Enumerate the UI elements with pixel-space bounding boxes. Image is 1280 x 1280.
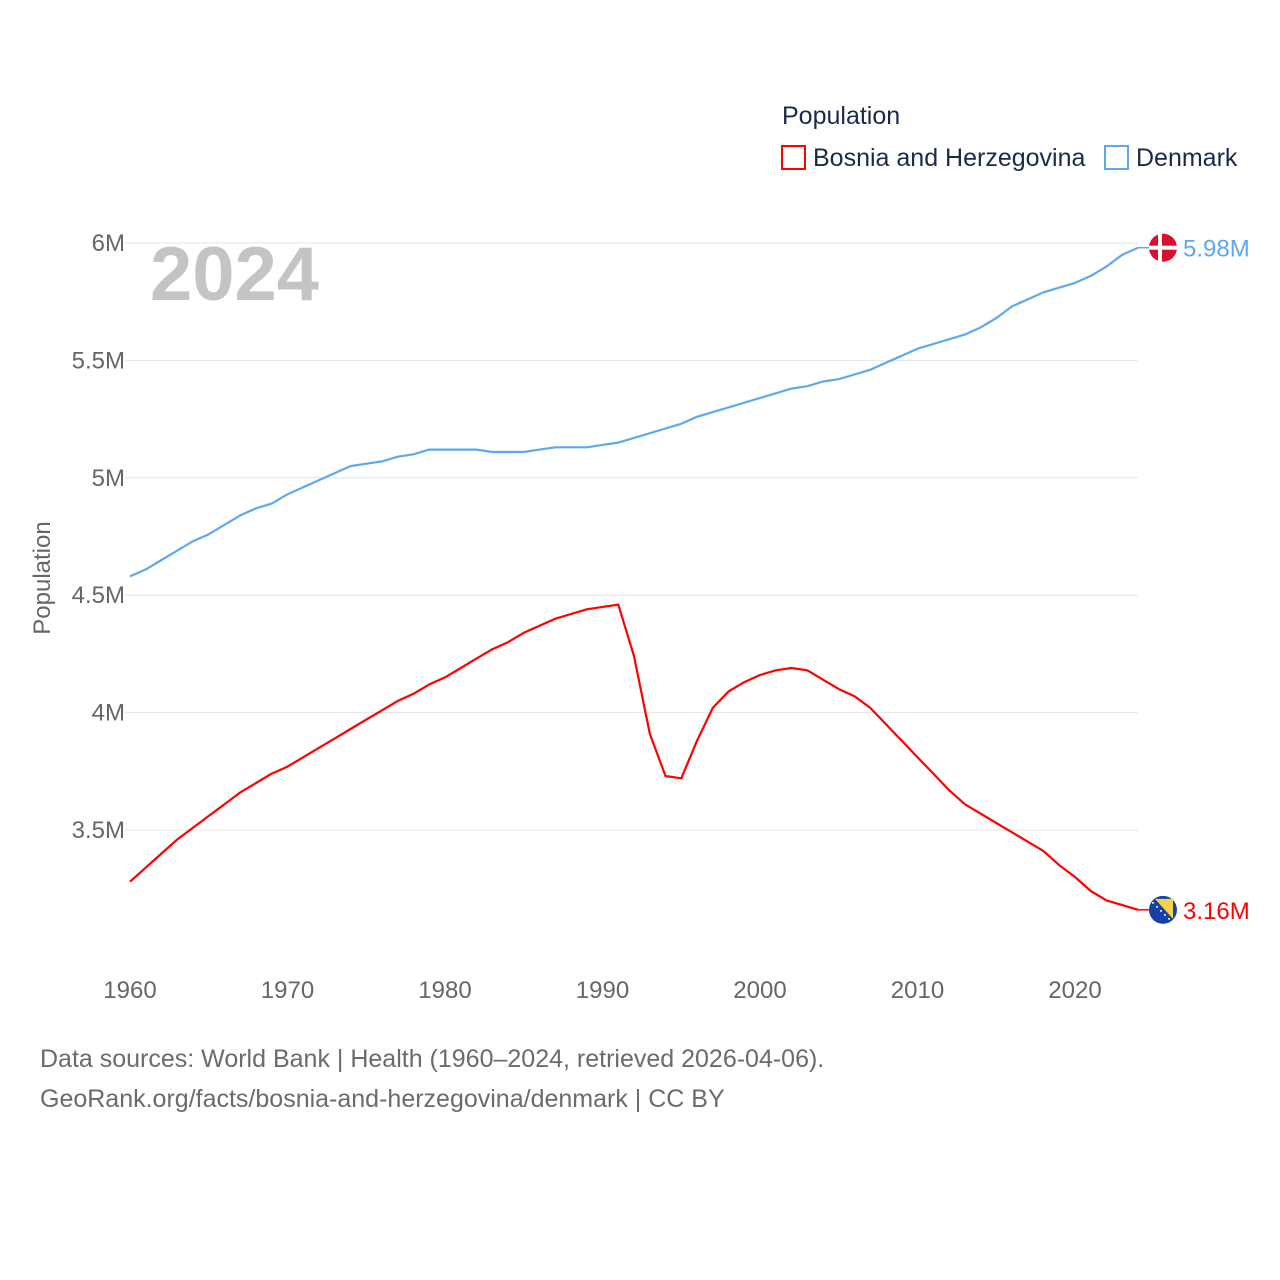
x-tick-label: 2000 — [733, 977, 786, 1004]
source-url-text[interactable]: GeoRank.org/facts/bosnia-and-herzegovina… — [40, 1085, 725, 1113]
legend-swatch — [781, 145, 806, 170]
bosnia-flag-star — [1168, 917, 1170, 920]
series-line-denmark — [129, 246, 1139, 578]
bosnia-flag-star — [1152, 901, 1154, 904]
x-tick-label: 1960 — [103, 977, 156, 1004]
legend-label: Bosnia and Herzegovina — [813, 144, 1085, 172]
legend-label: Denmark — [1136, 144, 1238, 172]
y-tick-label: 3.5M — [72, 817, 125, 844]
y-tick-label: 5.5M — [72, 347, 125, 374]
y-tick-label: 6M — [92, 230, 125, 257]
year-label: 2024 — [150, 232, 319, 317]
x-tick-label: 1970 — [261, 977, 314, 1004]
y-tick-label: 5M — [92, 465, 125, 492]
y-tick-label: 4.5M — [72, 582, 125, 609]
end-value-label: 5.98M — [1183, 236, 1250, 263]
denmark-flag-cross — [1158, 233, 1162, 262]
y-axis-label: Population — [29, 521, 56, 634]
data-sources-text: Data sources: World Bank | Health (1960–… — [40, 1045, 825, 1073]
legend-title: Population — [782, 102, 900, 130]
bosnia-flag-star — [1160, 909, 1162, 912]
x-tick-label: 1980 — [418, 977, 471, 1004]
bosnia-flag-star — [1164, 913, 1166, 916]
bosnia-flag-triangle — [1155, 898, 1173, 919]
legend-swatch — [1104, 145, 1129, 170]
y-tick-label: 4M — [92, 700, 125, 727]
series-line-bosnia-and-herzegovina — [129, 603, 1139, 911]
x-tick-label: 2020 — [1048, 977, 1101, 1004]
x-tick-label: 1990 — [576, 977, 629, 1004]
end-value-label: 3.16M — [1183, 898, 1250, 925]
x-tick-label: 2010 — [891, 977, 944, 1004]
denmark-flag-cross — [1149, 245, 1177, 250]
bosnia-flag-star — [1156, 905, 1158, 908]
